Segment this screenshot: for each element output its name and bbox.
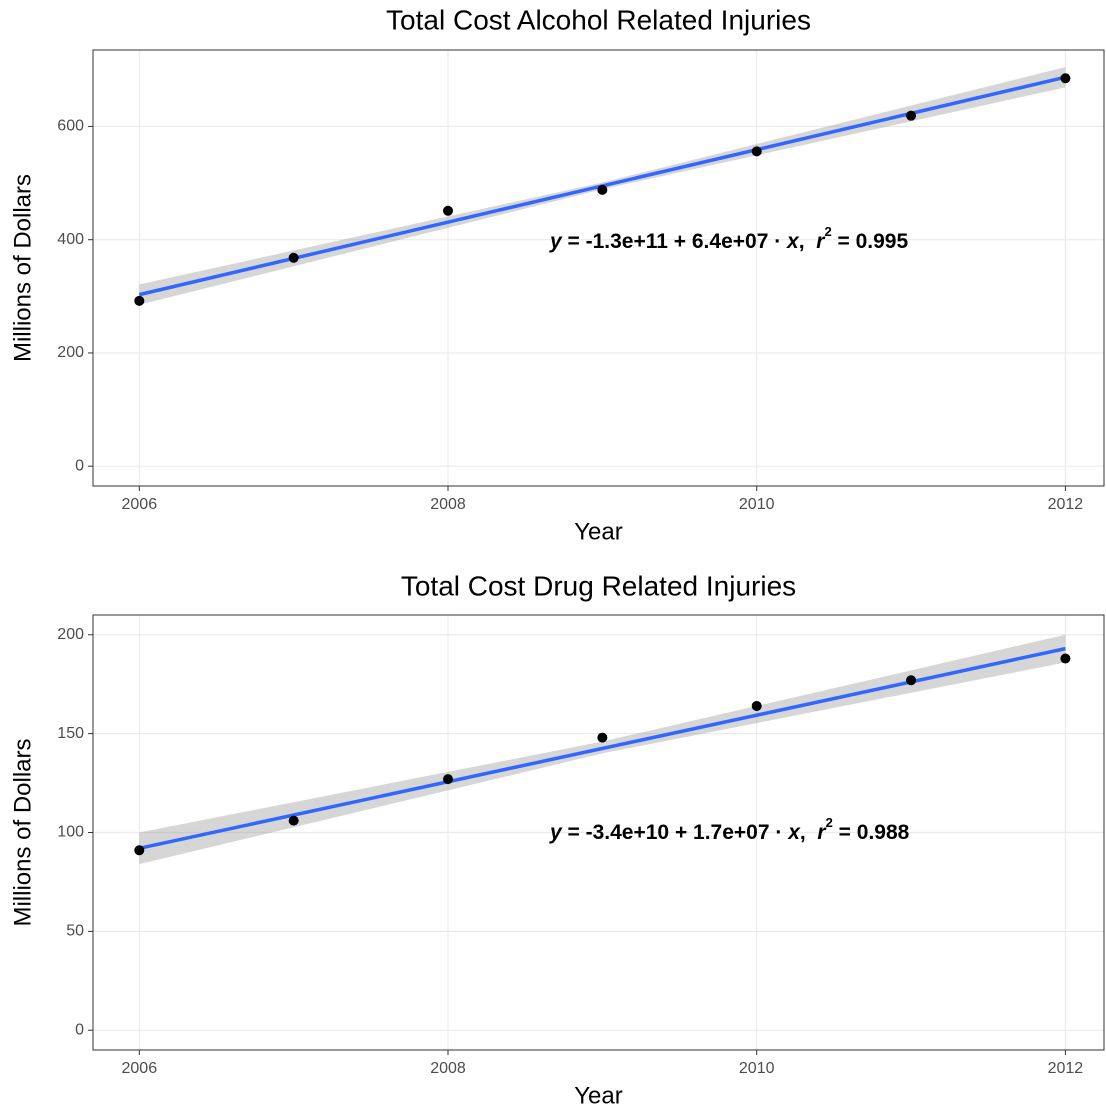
equation-part: = -3.4e+10 + 1.7e+07 · (562, 821, 789, 844)
plot-border (92, 614, 1105, 1051)
data-point (906, 110, 917, 121)
equation-part: r (816, 230, 826, 253)
equation: y = -3.4e+10 + 1.7e+07 · x, r2 = 0.988 (549, 815, 910, 843)
x-axis-title: Year (574, 518, 623, 545)
data-point (288, 815, 299, 826)
data-point (751, 700, 762, 711)
data-point (751, 146, 762, 157)
y-tick-label: 100 (57, 824, 84, 841)
x-tick-label: 2006 (122, 1060, 158, 1077)
x-axis-title: Year (574, 1082, 623, 1109)
y-tick-label: 600 (57, 118, 84, 135)
y-tick-label: 150 (57, 725, 84, 742)
x-tick-label: 2008 (430, 496, 466, 513)
data-point (288, 252, 299, 263)
chart-title: Total Cost Alcohol Related Injuries (386, 4, 811, 35)
x-tick-label: 2010 (739, 1060, 775, 1077)
y-tick-label: 200 (57, 626, 84, 643)
x-tick-label: 2010 (739, 496, 775, 513)
data-point (1060, 653, 1071, 664)
equation-part: 2 (824, 224, 831, 239)
y-tick-label: 0 (75, 457, 84, 474)
equation-part: , (799, 230, 817, 253)
x-tick-label: 2012 (1048, 496, 1084, 513)
x-tick-label: 2006 (122, 496, 158, 513)
data-point (443, 774, 454, 785)
y-tick-label: 400 (57, 231, 84, 248)
y-tick-label: 0 (75, 1021, 84, 1038)
y-axis-title: Millions of Dollars (9, 738, 36, 926)
y-tick-label: 50 (66, 923, 84, 940)
equation-part: y (549, 821, 563, 844)
equation-part: 2 (826, 815, 833, 830)
equation-part: y (549, 230, 563, 253)
equation-part: x (786, 230, 800, 253)
equation-part: = 0.988 (833, 821, 910, 844)
data-point (906, 675, 917, 686)
equation-part: = 0.995 (832, 230, 909, 253)
equation-part: x (787, 821, 801, 844)
plot-border (92, 49, 1105, 487)
data-point (597, 732, 608, 743)
data-point (134, 845, 145, 856)
chart-title: Total Cost Drug Related Injuries (401, 570, 796, 601)
equation: y = -1.3e+11 + 6.4e+07 · x, r2 = 0.995 (549, 224, 908, 252)
data-point (1060, 73, 1071, 84)
equation-part: = -1.3e+11 + 6.4e+07 · (562, 230, 787, 253)
y-axis-title: Millions of Dollars (9, 174, 36, 362)
x-tick-label: 2012 (1048, 1060, 1084, 1077)
equation-part: r (817, 821, 827, 844)
data-point (443, 205, 454, 216)
data-point (134, 295, 145, 306)
y-tick-label: 200 (57, 344, 84, 361)
plot-background (93, 50, 1104, 486)
data-point (597, 184, 608, 195)
x-tick-label: 2008 (430, 1060, 466, 1077)
equation-part: , (800, 821, 818, 844)
